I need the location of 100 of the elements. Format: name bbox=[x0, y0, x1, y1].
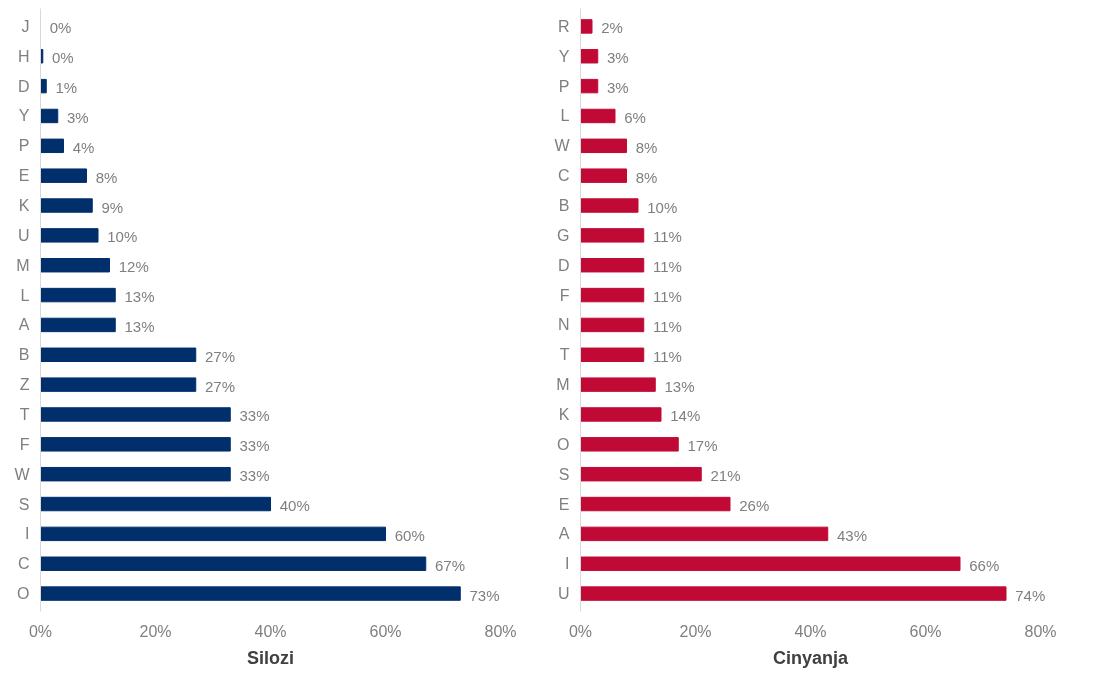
data-label: 11% bbox=[652, 317, 682, 335]
data-label: 8% bbox=[635, 168, 658, 186]
data-label: 33% bbox=[239, 437, 270, 455]
data-label: 66% bbox=[969, 556, 1000, 574]
bar bbox=[40, 556, 427, 571]
bar bbox=[580, 138, 627, 154]
y-tick-label: L bbox=[20, 286, 30, 304]
y-tick-label: W bbox=[14, 465, 31, 483]
y-tick-label: A bbox=[558, 525, 570, 543]
bar bbox=[580, 49, 599, 64]
data-label: 1% bbox=[55, 79, 78, 97]
bar bbox=[40, 466, 231, 482]
data-label: 4% bbox=[72, 138, 95, 156]
bar bbox=[40, 526, 386, 542]
data-label: 8% bbox=[95, 168, 118, 186]
y-tick-label: I bbox=[565, 555, 570, 573]
y-tick-label: J bbox=[21, 17, 30, 35]
data-label: 11% bbox=[652, 288, 682, 306]
bar bbox=[580, 78, 599, 94]
x-tick-label: 0% bbox=[28, 622, 53, 640]
y-tick-label: H bbox=[17, 47, 30, 65]
y-tick-label: E bbox=[18, 167, 30, 185]
x-tick-label: 0% bbox=[568, 622, 593, 640]
y-tick-label: P bbox=[18, 137, 30, 155]
bar bbox=[40, 198, 93, 213]
x-tick-label: 60% bbox=[369, 622, 402, 640]
bar bbox=[40, 258, 110, 273]
bar bbox=[580, 556, 961, 571]
y-tick-label: G bbox=[557, 226, 570, 244]
data-label: 11% bbox=[652, 228, 682, 246]
data-label: 10% bbox=[107, 228, 138, 246]
y-tick-label: L bbox=[560, 107, 570, 125]
data-label: 13% bbox=[124, 288, 155, 306]
y-tick-label: R bbox=[557, 17, 570, 35]
x-axis-title: Cinyanja bbox=[772, 647, 849, 668]
data-label: 40% bbox=[279, 497, 310, 515]
data-label: 26% bbox=[739, 497, 770, 515]
bar bbox=[580, 258, 645, 273]
y-tick-label: O bbox=[17, 585, 30, 603]
x-tick-label: 20% bbox=[139, 622, 172, 640]
y-tick-label: C bbox=[557, 167, 570, 185]
bar bbox=[580, 466, 702, 482]
bar bbox=[40, 437, 231, 452]
bar bbox=[40, 168, 87, 183]
y-tick-label: Y bbox=[18, 107, 30, 125]
bar bbox=[580, 407, 662, 422]
data-label: 8% bbox=[635, 138, 658, 156]
y-tick-label: F bbox=[19, 435, 30, 453]
bar bbox=[40, 287, 116, 303]
bar bbox=[580, 287, 645, 303]
bar bbox=[40, 228, 99, 243]
data-label: 12% bbox=[118, 258, 149, 276]
bar bbox=[580, 168, 627, 183]
y-tick-label: C bbox=[17, 555, 30, 573]
bar bbox=[40, 586, 461, 601]
bar bbox=[40, 347, 197, 362]
bar bbox=[40, 377, 197, 392]
data-label: 14% bbox=[670, 407, 701, 425]
x-tick-label: 60% bbox=[909, 622, 942, 640]
data-label: 13% bbox=[124, 317, 155, 335]
y-tick-label: D bbox=[557, 256, 570, 274]
y-tick-label: A bbox=[18, 316, 30, 334]
y-tick-label: P bbox=[558, 77, 570, 95]
y-tick-label: K bbox=[18, 197, 30, 215]
y-tick-label: F bbox=[559, 286, 570, 304]
bar bbox=[580, 496, 731, 512]
data-label: 21% bbox=[710, 467, 741, 485]
bar bbox=[580, 198, 639, 213]
y-tick-label: Y bbox=[558, 47, 570, 65]
data-label: 10% bbox=[647, 198, 678, 216]
data-label: 6% bbox=[624, 108, 646, 126]
data-label: 67% bbox=[434, 556, 465, 574]
bar bbox=[580, 317, 645, 333]
data-label: 3% bbox=[606, 79, 629, 97]
data-label: 33% bbox=[239, 467, 270, 485]
bar bbox=[40, 317, 116, 333]
bar bbox=[580, 228, 645, 243]
y-tick-label: D bbox=[17, 77, 30, 95]
x-tick-label: 20% bbox=[679, 622, 712, 640]
data-label: 9% bbox=[101, 198, 124, 216]
y-tick-label: B bbox=[18, 346, 30, 364]
y-tick-label: E bbox=[558, 495, 570, 513]
y-tick-label: U bbox=[17, 226, 30, 244]
y-tick-label: S bbox=[18, 495, 30, 513]
y-tick-label: W bbox=[554, 137, 571, 155]
bar bbox=[580, 526, 829, 542]
bar bbox=[580, 347, 645, 362]
y-tick-label: U bbox=[557, 585, 570, 603]
y-tick-label: Z bbox=[19, 376, 30, 394]
bar bbox=[580, 437, 679, 452]
data-label: 2% bbox=[601, 19, 623, 37]
data-label: 0% bbox=[49, 19, 72, 37]
x-tick-label: 80% bbox=[484, 622, 517, 640]
y-tick-label: I bbox=[25, 525, 30, 543]
data-label: 13% bbox=[664, 377, 695, 395]
bar bbox=[40, 496, 271, 512]
data-label: 27% bbox=[204, 347, 235, 365]
bar bbox=[40, 407, 231, 422]
data-label: 43% bbox=[836, 526, 867, 544]
y-tick-label: M bbox=[16, 256, 30, 274]
